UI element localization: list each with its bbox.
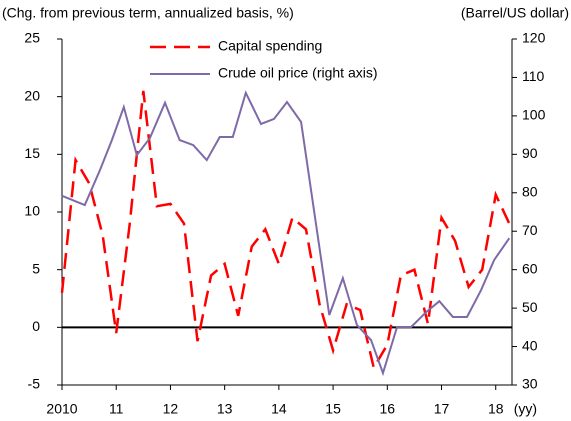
y2-tick-label: 120 <box>522 30 546 46</box>
x-unit: (yy) <box>514 401 537 417</box>
y-axis-label: (Chg. from previous term, annualized bas… <box>2 5 294 21</box>
x-tick-label: 17 <box>434 401 450 417</box>
y-tick-label: 20 <box>24 87 40 103</box>
legend-label: Crude oil price (right axis) <box>218 65 378 81</box>
y2-tick-label: 30 <box>522 376 538 392</box>
y-tick-label: 10 <box>24 203 40 219</box>
x-tick-label: 18 <box>488 401 504 417</box>
y2-tick-label: 70 <box>522 222 538 238</box>
x-tick-label: 11 <box>109 401 124 417</box>
y2-tick-label: 110 <box>522 68 545 84</box>
y-tick-label: 25 <box>24 30 40 46</box>
x-tick-label: 12 <box>163 401 179 417</box>
y-tick-label: -5 <box>28 376 41 392</box>
y-tick-label: 0 <box>32 318 40 334</box>
x-tick-label: 16 <box>380 401 396 417</box>
y2-tick-label: 40 <box>522 337 538 353</box>
x-tick-label: 14 <box>271 401 287 417</box>
y2-tick-label: 60 <box>522 260 538 276</box>
legend-label: Capital spending <box>218 38 322 54</box>
y2-tick-label: 80 <box>522 183 538 199</box>
x-tick-label: 15 <box>325 401 341 417</box>
series-line <box>60 90 511 372</box>
x-tick-label: 13 <box>217 401 233 417</box>
y-tick-label: 15 <box>24 145 40 161</box>
y-tick-label: 5 <box>32 260 40 276</box>
y2-tick-label: 50 <box>522 299 538 315</box>
y2-tick-label: 90 <box>522 145 538 161</box>
series-line <box>61 90 511 377</box>
y2-axis-label: (Barrel/US dollar) <box>461 5 569 21</box>
y2-tick-label: 100 <box>522 107 546 123</box>
x-tick-label: 2010 <box>46 401 77 417</box>
